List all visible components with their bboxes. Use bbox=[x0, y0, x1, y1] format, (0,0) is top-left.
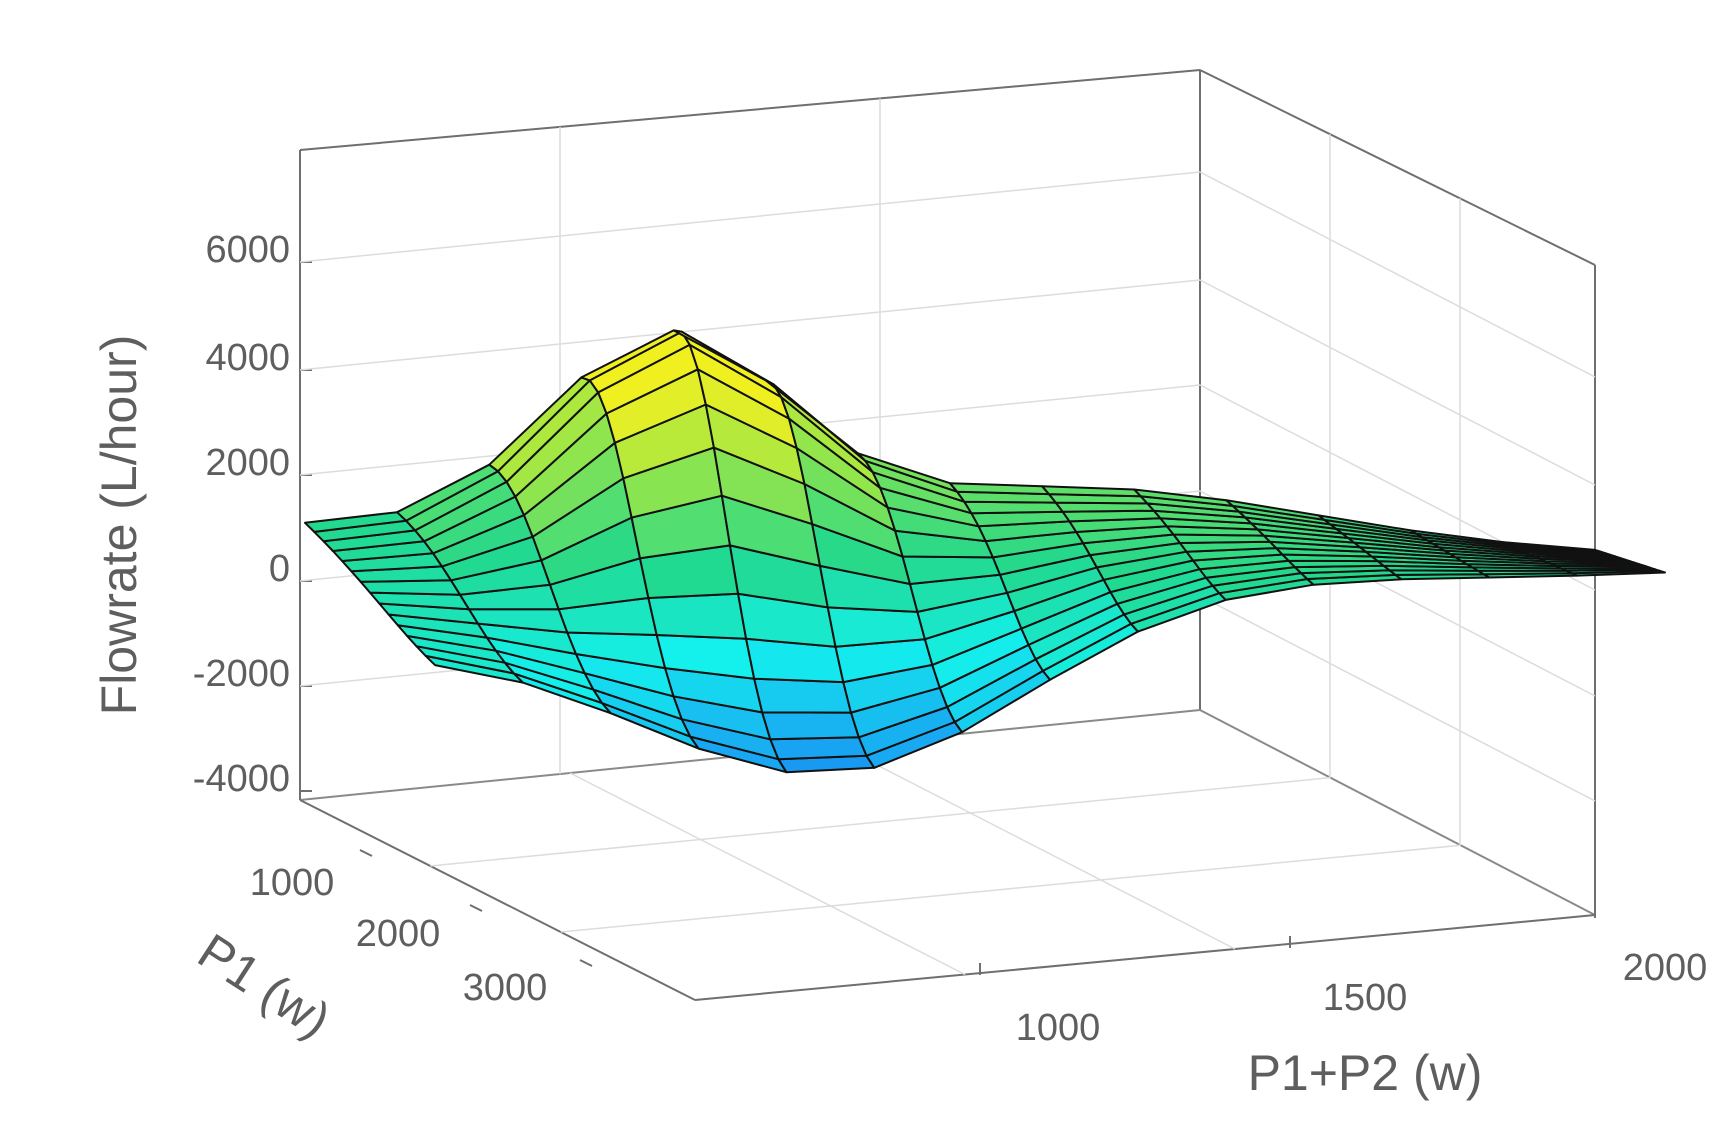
box-edge bbox=[299, 799, 696, 1001]
grid-line bbox=[299, 279, 1201, 371]
p1-tick-mark bbox=[359, 849, 373, 857]
grid-line bbox=[839, 745, 1236, 950]
surface-patch bbox=[949, 482, 1050, 496]
box-edge bbox=[1199, 709, 1596, 916]
axis-ticks: 6000 4000 2000 0 -2000 -4000 1000 2000 3… bbox=[193, 229, 1707, 1049]
z-tick-label: 2000 bbox=[205, 442, 290, 484]
z-tick-label: 6000 bbox=[205, 229, 290, 271]
box-edge bbox=[1199, 69, 1596, 266]
p1p2-tick-label: 2000 bbox=[1623, 947, 1708, 989]
p1p2-tick-label: 1000 bbox=[1016, 1007, 1101, 1049]
z-axis-title: Flowrate (L/hour) bbox=[91, 335, 147, 716]
grid-line bbox=[430, 776, 1331, 867]
surface-patch bbox=[761, 711, 860, 741]
z-tick-label: 0 bbox=[269, 548, 290, 590]
surface-patch bbox=[1501, 541, 1601, 553]
surface-patch bbox=[647, 592, 748, 640]
surface-patch bbox=[1041, 485, 1142, 498]
grid-line bbox=[1199, 595, 1596, 802]
box-edge bbox=[299, 69, 1201, 151]
surface-patch bbox=[769, 736, 868, 761]
grid-line bbox=[1199, 279, 1596, 486]
p1-tick-label: 1000 bbox=[250, 862, 335, 904]
grid-line bbox=[1199, 171, 1596, 378]
p1-tick-label: 2000 bbox=[356, 913, 441, 955]
surface-patch bbox=[826, 606, 926, 648]
p1p2-tick-label: 1500 bbox=[1323, 977, 1408, 1019]
p1-tick-mark bbox=[469, 904, 483, 912]
grid-lines bbox=[299, 98, 1596, 976]
p1-tick-label: 3000 bbox=[463, 967, 548, 1009]
p1-axis-title: P1 (w) bbox=[188, 923, 340, 1049]
z-tick-label: 4000 bbox=[205, 337, 290, 379]
box-edge bbox=[694, 914, 1596, 1001]
surface-mesh bbox=[304, 329, 1666, 774]
surface-patch bbox=[753, 677, 852, 714]
z-tick-label: -4000 bbox=[193, 758, 290, 800]
p1p2-axis-title: P1+P2 (w) bbox=[1248, 1045, 1483, 1101]
grid-line bbox=[560, 844, 1461, 933]
grid-line bbox=[299, 171, 1201, 263]
z-tick-label: -2000 bbox=[193, 653, 290, 695]
p1-tick-mark bbox=[579, 959, 593, 967]
grid-line bbox=[569, 772, 966, 976]
